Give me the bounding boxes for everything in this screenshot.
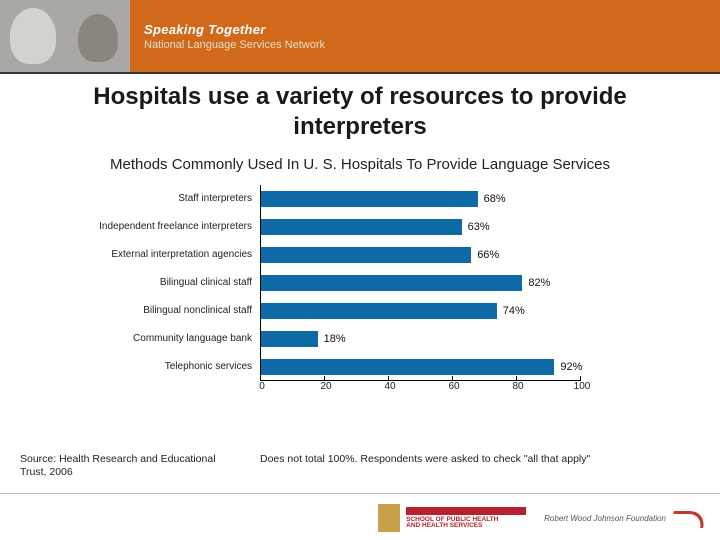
rwjf-text: Robert Wood Johnson Foundation bbox=[544, 514, 666, 523]
source-text: Source: Health Research and Educational … bbox=[20, 453, 220, 480]
chart-row-label: Independent freelance interpreters bbox=[80, 221, 260, 233]
chart-row-label: Staff interpreters bbox=[80, 193, 260, 205]
page-title: Hospitals use a variety of resources to … bbox=[0, 74, 720, 142]
header-photo bbox=[0, 0, 130, 72]
header-title: Speaking Together bbox=[144, 22, 325, 37]
chart-row-label: Bilingual clinical staff bbox=[80, 277, 260, 289]
gwu-line2: AND HEALTH SERVICES bbox=[406, 523, 526, 530]
chart-axes bbox=[260, 185, 580, 381]
footer-logos: SCHOOL OF PUBLIC HEALTH AND HEALTH SERVI… bbox=[378, 504, 706, 532]
bottom-divider bbox=[0, 493, 720, 494]
chart-row-label: Community language bank bbox=[80, 333, 260, 345]
footnote: Does not total 100%. Respondents were as… bbox=[260, 453, 590, 465]
chart-subtitle: Methods Commonly Used In U. S. Hospitals… bbox=[0, 142, 720, 179]
chart-row-label: Telephonic services bbox=[80, 361, 260, 373]
rwjf-swoosh-icon bbox=[672, 507, 706, 529]
chart-row-label: External interpretation agencies bbox=[80, 249, 260, 261]
header-subtitle: National Language Services Network bbox=[144, 39, 325, 51]
chart-xticks: 020406080100 bbox=[260, 381, 580, 397]
header-band: Speaking Together National Language Serv… bbox=[0, 0, 720, 72]
logo-rwjf: Robert Wood Johnson Foundation bbox=[544, 507, 706, 529]
bar-chart: Staff interpreters68%Independent freelan… bbox=[80, 185, 640, 381]
logo-gwu: SCHOOL OF PUBLIC HEALTH AND HEALTH SERVI… bbox=[378, 504, 526, 532]
footer-notes: Source: Health Research and Educational … bbox=[20, 453, 700, 480]
gwu-mark-icon bbox=[378, 504, 400, 532]
header-text: Speaking Together National Language Serv… bbox=[144, 22, 325, 51]
chart-row-label: Bilingual nonclinical staff bbox=[80, 305, 260, 317]
